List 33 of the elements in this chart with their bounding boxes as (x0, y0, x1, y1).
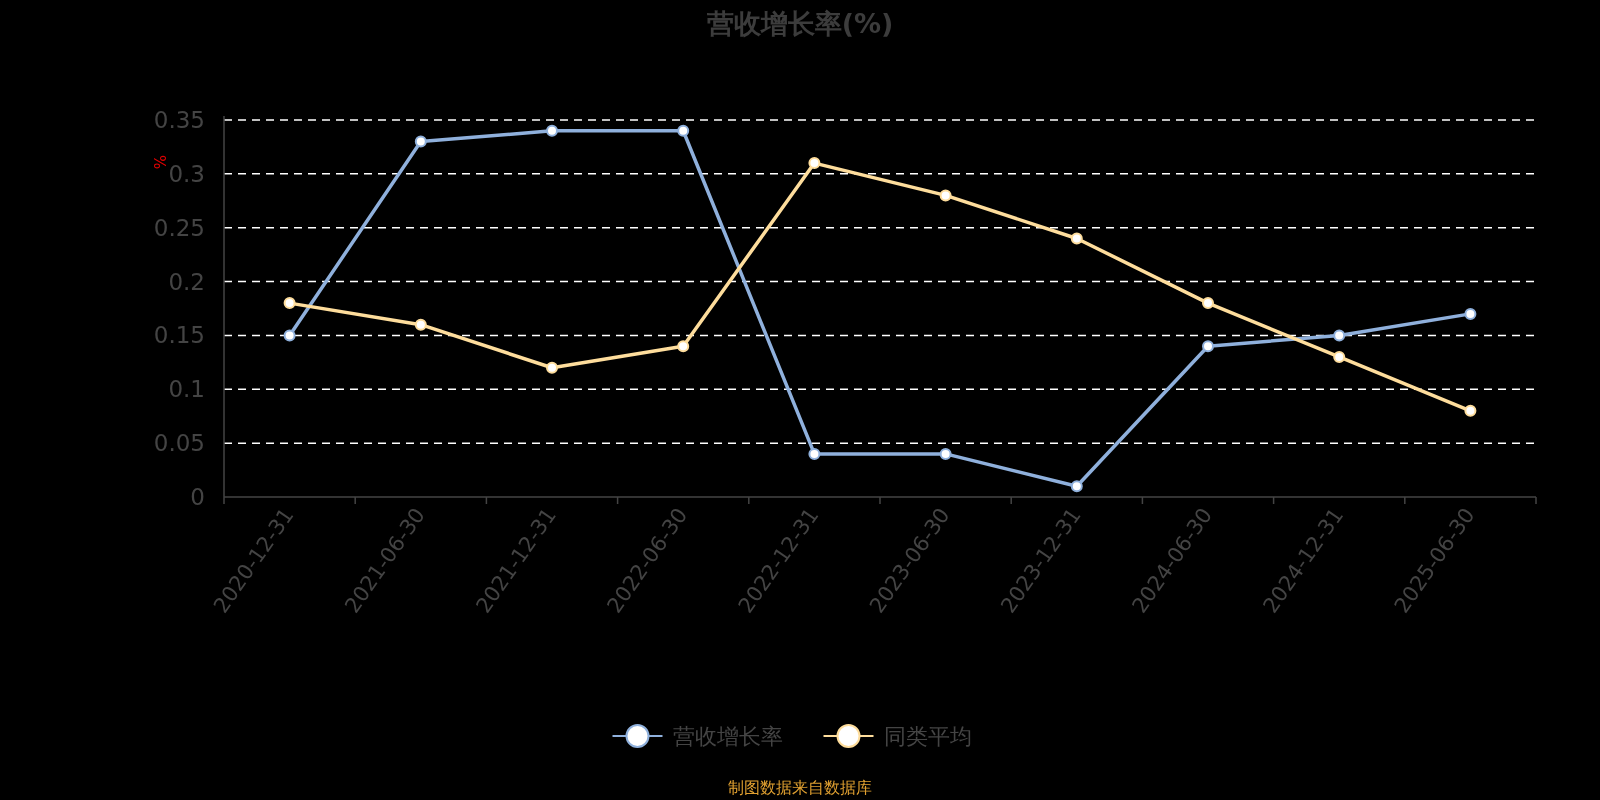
point (283, 297, 296, 310)
y-tick-label: 0 (190, 484, 205, 510)
point (677, 124, 690, 137)
y-tick-label: 0.05 (153, 430, 205, 457)
point (808, 157, 821, 170)
point (546, 361, 558, 374)
point (1202, 340, 1214, 353)
point (939, 189, 952, 202)
legend-label: 同类平均 (883, 724, 972, 749)
point (808, 447, 821, 460)
y-tick-label: 0.3 (168, 160, 205, 187)
point (1464, 404, 1477, 417)
point (1464, 307, 1477, 320)
point (414, 135, 427, 148)
point (1202, 297, 1214, 310)
y-tick-label: 0.1 (168, 376, 205, 403)
text: 制图数据来自数据库 (728, 778, 872, 797)
chart-title: 营收增长率(%) (705, 8, 894, 39)
point (546, 124, 558, 137)
point (1333, 329, 1346, 342)
y-tick-label: 0.25 (153, 214, 205, 241)
y-tick-label: 0.35 (153, 107, 205, 133)
point (283, 329, 296, 342)
legend-label: 营收增长率 (672, 724, 783, 749)
y-tick-label: 0.15 (153, 322, 205, 349)
point (939, 447, 952, 460)
point (1070, 232, 1083, 245)
y-axis-title: % (152, 154, 170, 170)
point (414, 318, 427, 331)
point (677, 340, 690, 353)
y-tick-label: 0.2 (168, 268, 205, 295)
point (1070, 480, 1083, 493)
point (1333, 350, 1346, 363)
